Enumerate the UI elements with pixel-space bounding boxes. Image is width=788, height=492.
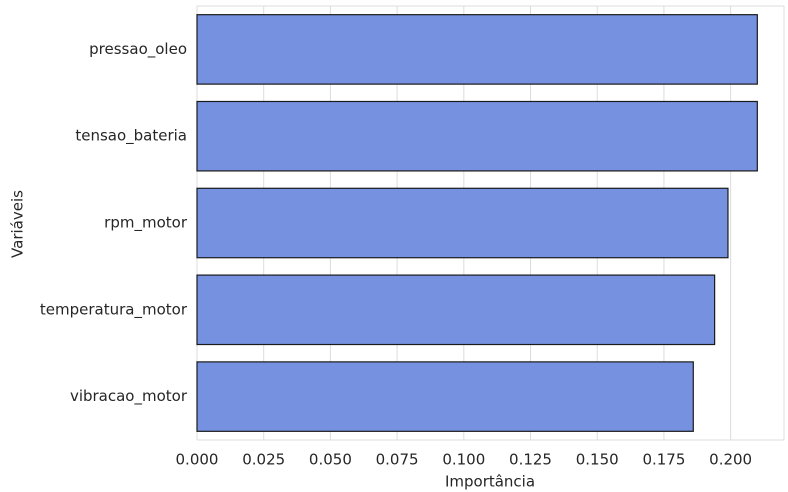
x-tick-label: 0.000 — [176, 451, 219, 469]
x-tick-label: 0.125 — [509, 451, 552, 469]
y-tick-label: pressao_oleo — [89, 40, 187, 59]
bar — [196, 361, 694, 432]
x-tick-label: 0.150 — [576, 451, 619, 469]
y-tick-label: vibracao_motor — [70, 387, 188, 406]
x-tick-label: 0.050 — [309, 451, 352, 469]
y-axis-label: Variáveis — [9, 190, 27, 258]
bar — [196, 14, 758, 85]
x-tick-label: 0.200 — [709, 451, 752, 469]
y-tick-label: tensao_bateria — [75, 127, 187, 146]
y-tick-label: rpm_motor — [104, 214, 188, 233]
x-tick-label: 0.175 — [642, 451, 685, 469]
x-tick-label: 0.025 — [242, 451, 285, 469]
x-axis-label: Importância — [445, 473, 535, 491]
bar — [196, 187, 729, 259]
bar — [196, 100, 758, 172]
y-tick-label: temperatura_motor — [40, 300, 188, 319]
bar — [196, 274, 716, 346]
x-tick-label: 0.100 — [442, 451, 485, 469]
x-tick-label: 0.075 — [376, 451, 419, 469]
